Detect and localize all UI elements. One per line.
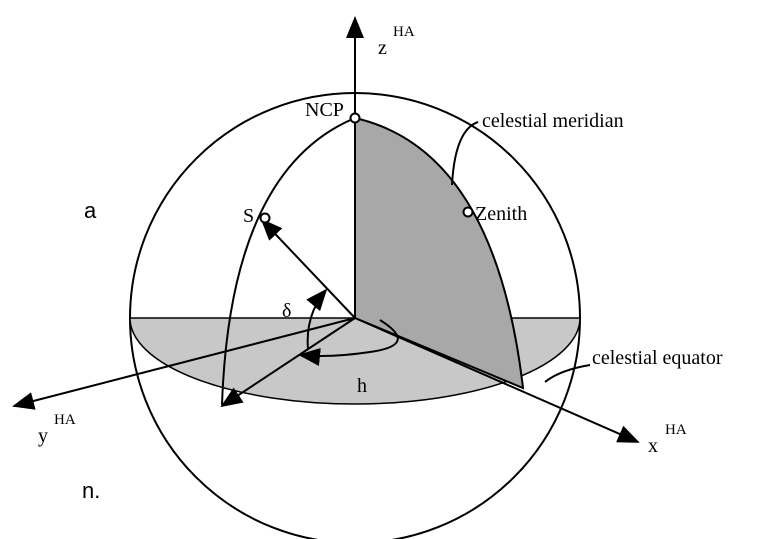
- label: Zenith: [475, 203, 527, 225]
- zenith-point: [462, 206, 474, 218]
- hour-circle: [221, 117, 356, 406]
- meridian-plane: [354, 116, 525, 390]
- label: z: [378, 37, 387, 59]
- fragment: n.: [82, 478, 100, 503]
- equator-leader: [544, 364, 591, 383]
- h-arc: [298, 319, 399, 366]
- label: h: [357, 375, 367, 397]
- label: δ: [282, 300, 291, 322]
- label: HA: [54, 412, 76, 428]
- y-axis: [12, 317, 356, 410]
- fragment: a: [84, 198, 97, 223]
- s-vector: [260, 218, 356, 319]
- label: celestial equator: [592, 347, 723, 369]
- delta-arc: [306, 288, 328, 351]
- label: HA: [665, 422, 687, 438]
- label: celestial meridian: [482, 110, 624, 132]
- label: NCP: [305, 99, 344, 121]
- label: x: [648, 435, 658, 457]
- label: HA: [393, 24, 415, 40]
- meridian-leader: [451, 121, 479, 186]
- s-projection: [220, 317, 356, 408]
- s-point: [259, 212, 271, 224]
- label: S: [243, 205, 254, 227]
- ncp-point: [349, 112, 361, 124]
- label: y: [38, 425, 48, 447]
- x-axis: [354, 317, 640, 443]
